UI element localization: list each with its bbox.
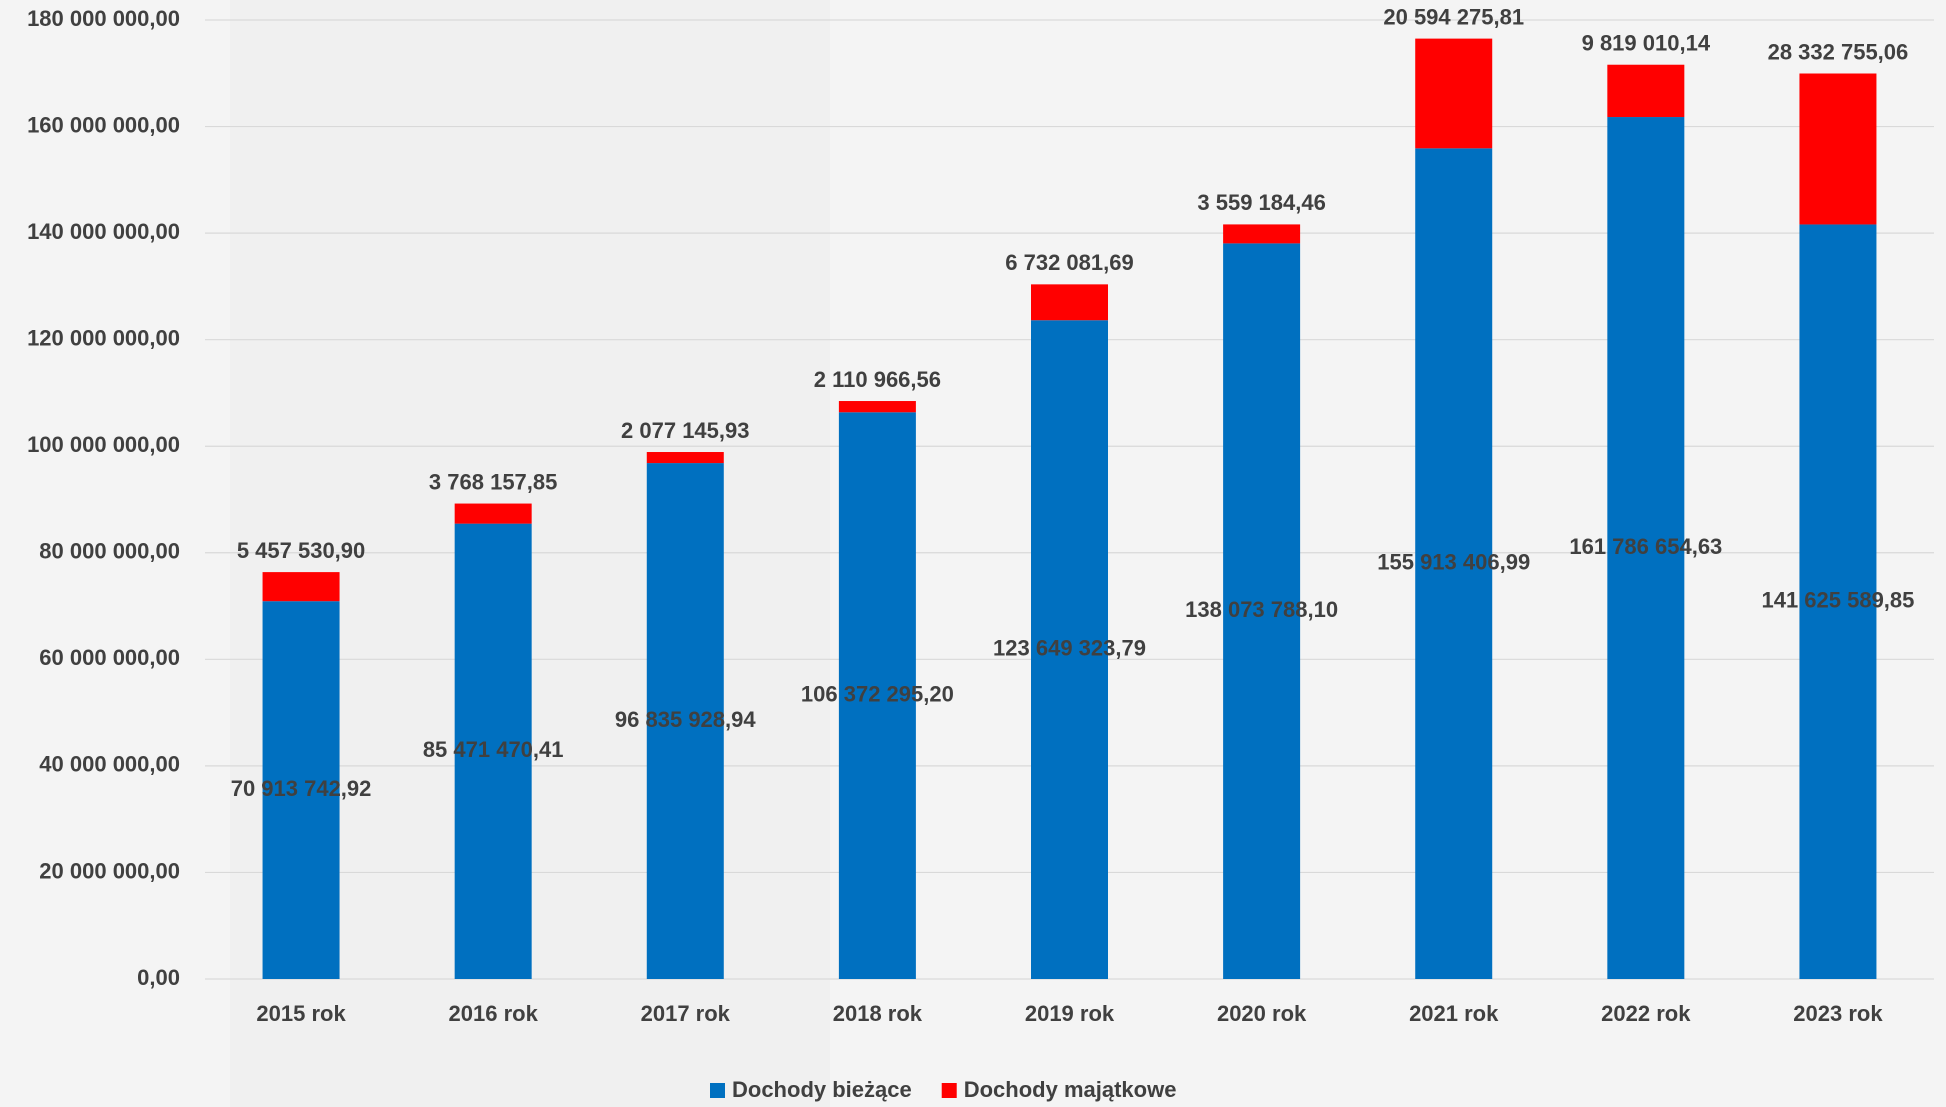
value-label: 28 332 755,06	[1768, 39, 1909, 64]
value-label: 6 732 081,69	[1005, 250, 1133, 275]
value-label: 96 835 928,94	[615, 707, 756, 732]
bar-segment	[1607, 65, 1684, 117]
y-tick-label: 120 000 000,00	[27, 325, 180, 350]
x-tick-label: 2018 rok	[833, 1001, 923, 1026]
y-tick-label: 100 000 000,00	[27, 432, 180, 457]
x-tick-label: 2021 rok	[1409, 1001, 1499, 1026]
x-tick-label: 2022 rok	[1601, 1001, 1691, 1026]
legend-swatch	[710, 1083, 725, 1098]
value-label: 20 594 275,81	[1383, 4, 1524, 29]
legend-label: Dochody bieżące	[732, 1077, 912, 1102]
chart: 0,00 20 000 000,00 40 000 000,00 60 000 000…	[0, 0, 1946, 1107]
value-label: 106 372 295,20	[801, 681, 954, 706]
x-tick-label: 2017 rok	[641, 1001, 731, 1026]
bar-segment	[647, 452, 724, 463]
y-tick-label: 60 000 000,00	[39, 645, 180, 670]
bar-segment	[263, 572, 340, 601]
value-label: 2 077 145,93	[621, 418, 749, 443]
y-tick-label: 40 000 000,00	[39, 752, 180, 777]
value-label: 161 786 654,63	[1569, 534, 1722, 559]
y-tick-label: 140 000 000,00	[27, 219, 180, 244]
x-tick-label: 2020 rok	[1217, 1001, 1307, 1026]
bar-segment	[1223, 224, 1300, 243]
x-tick-label: 2016 rok	[449, 1001, 539, 1026]
value-label: 9 819 010,14	[1582, 31, 1711, 56]
value-label: 123 649 323,79	[993, 635, 1146, 660]
value-label: 3 559 184,46	[1197, 190, 1325, 215]
value-label: 85 471 470,41	[423, 737, 564, 762]
legend-swatch	[942, 1083, 957, 1098]
x-tick-label: 2023 rok	[1793, 1001, 1883, 1026]
value-label: 155 913 406,99	[1377, 549, 1530, 574]
y-tick-label: 0,00	[137, 965, 180, 990]
x-tick-label: 2019 rok	[1025, 1001, 1115, 1026]
bar-segment	[1031, 284, 1108, 320]
y-tick-label: 80 000 000,00	[39, 539, 180, 564]
value-label: 5 457 530,90	[237, 538, 365, 563]
value-label: 138 073 788,10	[1185, 597, 1338, 622]
y-tick-label: 180 000 000,00	[27, 6, 180, 31]
value-label: 2 110 966,56	[814, 367, 941, 392]
value-label: 70 913 742,92	[231, 776, 372, 801]
bar-segment	[839, 401, 916, 412]
y-tick-label: 20 000 000,00	[39, 858, 180, 883]
value-label: 141 625 589,85	[1761, 588, 1914, 613]
y-tick-label: 160 000 000,00	[27, 112, 180, 137]
value-label: 3 768 157,85	[429, 469, 557, 494]
bar-segment	[1415, 39, 1492, 149]
bar-segment	[455, 504, 532, 524]
x-tick-label: 2015 rok	[256, 1001, 346, 1026]
bar-segment	[1799, 73, 1876, 224]
legend-label: Dochody majątkowe	[964, 1077, 1177, 1102]
